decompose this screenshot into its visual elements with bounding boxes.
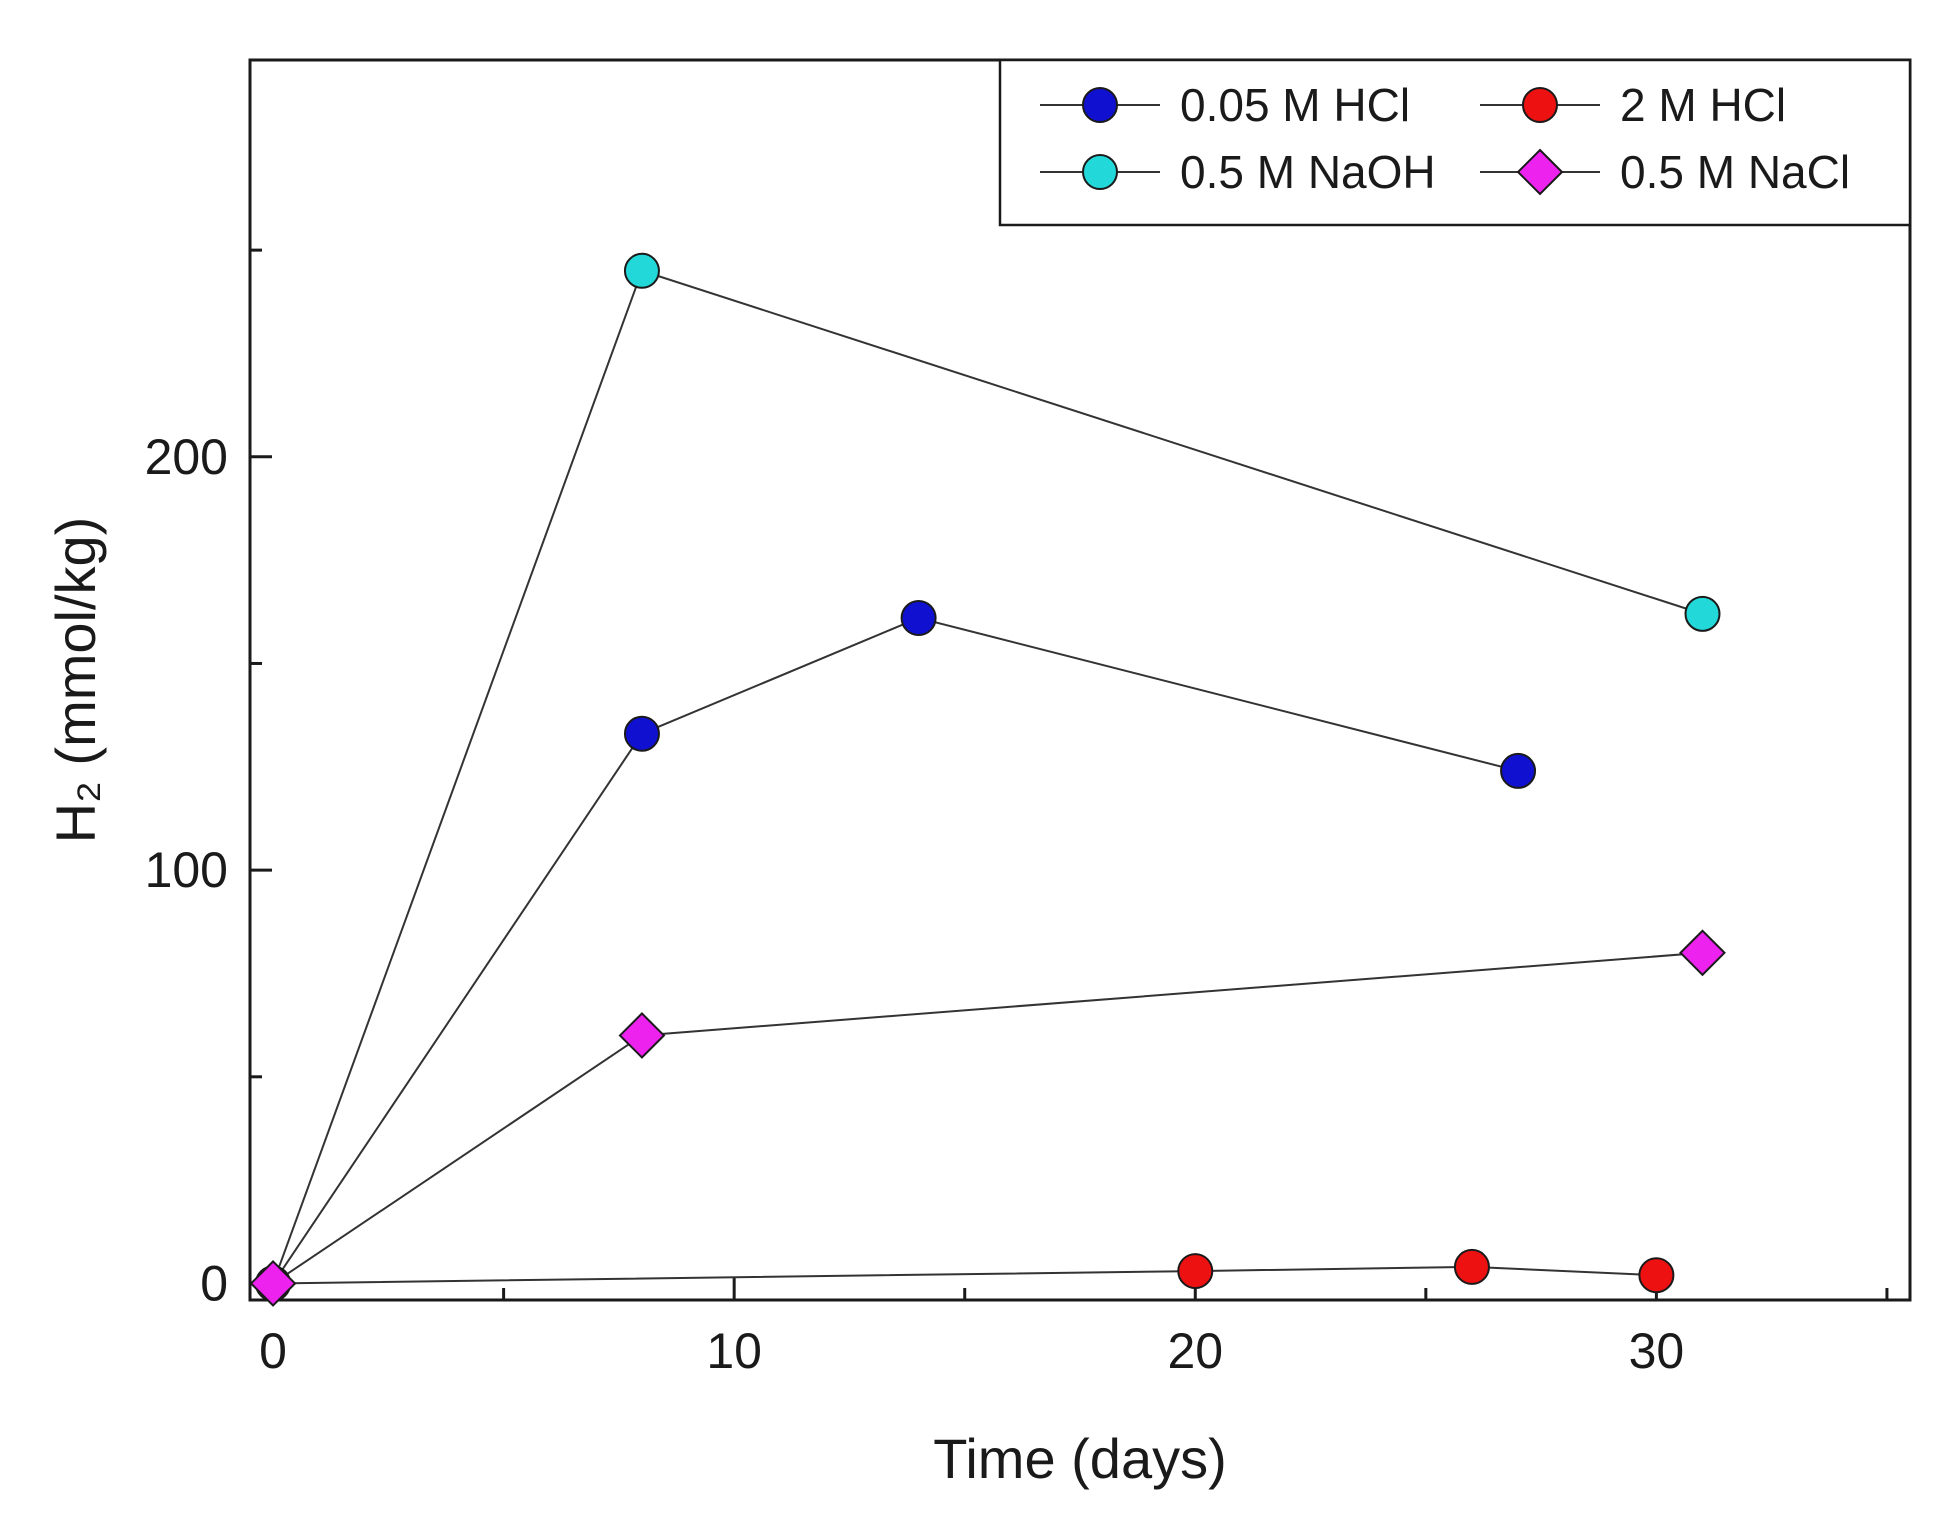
plot-frame [248, 58, 1912, 1302]
tick-labels: 0 10 20 30 0 100 200 [145, 429, 1685, 1379]
series-line-0-5-m-nacl [272, 951, 1703, 1285]
data-point-0-05-m-hcl [900, 600, 937, 636]
series-line-0-05-m-hcl [272, 616, 1519, 1285]
series-line-2-m-hcl [273, 1265, 1657, 1285]
x-tick-label: 20 [1167, 1323, 1223, 1379]
legend: 0.05 M HCl 2 M HCl 0.5 M NaOH 0.5 M NaCl [998, 58, 1912, 227]
data-point-2-m-hcl [1453, 1248, 1490, 1285]
data-point-0-5-m-naoh [1684, 595, 1721, 632]
data-point-0-5-m-nacl [249, 1260, 297, 1307]
legend-marker-0-5-m-nacl [1516, 148, 1564, 196]
data-point-2-m-hcl [1177, 1253, 1214, 1290]
series-lines [272, 269, 1703, 1285]
data-point-0-05-m-hcl [1500, 752, 1537, 789]
legend-marker-0-05-m-hcl [1082, 87, 1118, 123]
y-tick-label: 0 [200, 1255, 228, 1311]
legend-label-0-05-m-hcl: 0.05 M HCl [1180, 79, 1410, 131]
x-tick-label: 0 [259, 1323, 287, 1379]
data-point-0-05-m-hcl [623, 715, 660, 752]
legend-items: 0.05 M HCl 2 M HCl 0.5 M NaOH 0.5 M NaCl [1040, 79, 1850, 198]
legend-label-2-m-hcl: 2 M HCl [1620, 79, 1786, 131]
data-point-0-5-m-naoh [623, 252, 660, 289]
legend-label-0-5-m-nacl: 0.5 M NaCl [1620, 146, 1850, 198]
x-axis-title: Time (days) [933, 1427, 1227, 1490]
legend-label-0-5-m-naoh: 0.5 M NaOH [1180, 146, 1436, 198]
series-markers [249, 252, 1726, 1307]
data-point-0-5-m-nacl [618, 1012, 666, 1059]
legend-marker-2-m-hcl [1522, 87, 1558, 123]
legend-marker-0-5-m-naoh [1082, 154, 1118, 190]
legend-box [998, 58, 1912, 227]
y-tick-label: 100 [145, 842, 228, 898]
x-tick-label: 30 [1629, 1323, 1685, 1379]
axis-ticks [250, 248, 1889, 1300]
series-line-0-5-m-naoh [272, 269, 1703, 1284]
y-axis-title: H₂ (mmol/kg) [44, 517, 107, 844]
data-point-2-m-hcl [1638, 1257, 1675, 1294]
x-tick-label: 10 [706, 1323, 762, 1379]
data-point-0-5-m-nacl [1679, 929, 1726, 977]
y-tick-label: 200 [145, 429, 228, 485]
